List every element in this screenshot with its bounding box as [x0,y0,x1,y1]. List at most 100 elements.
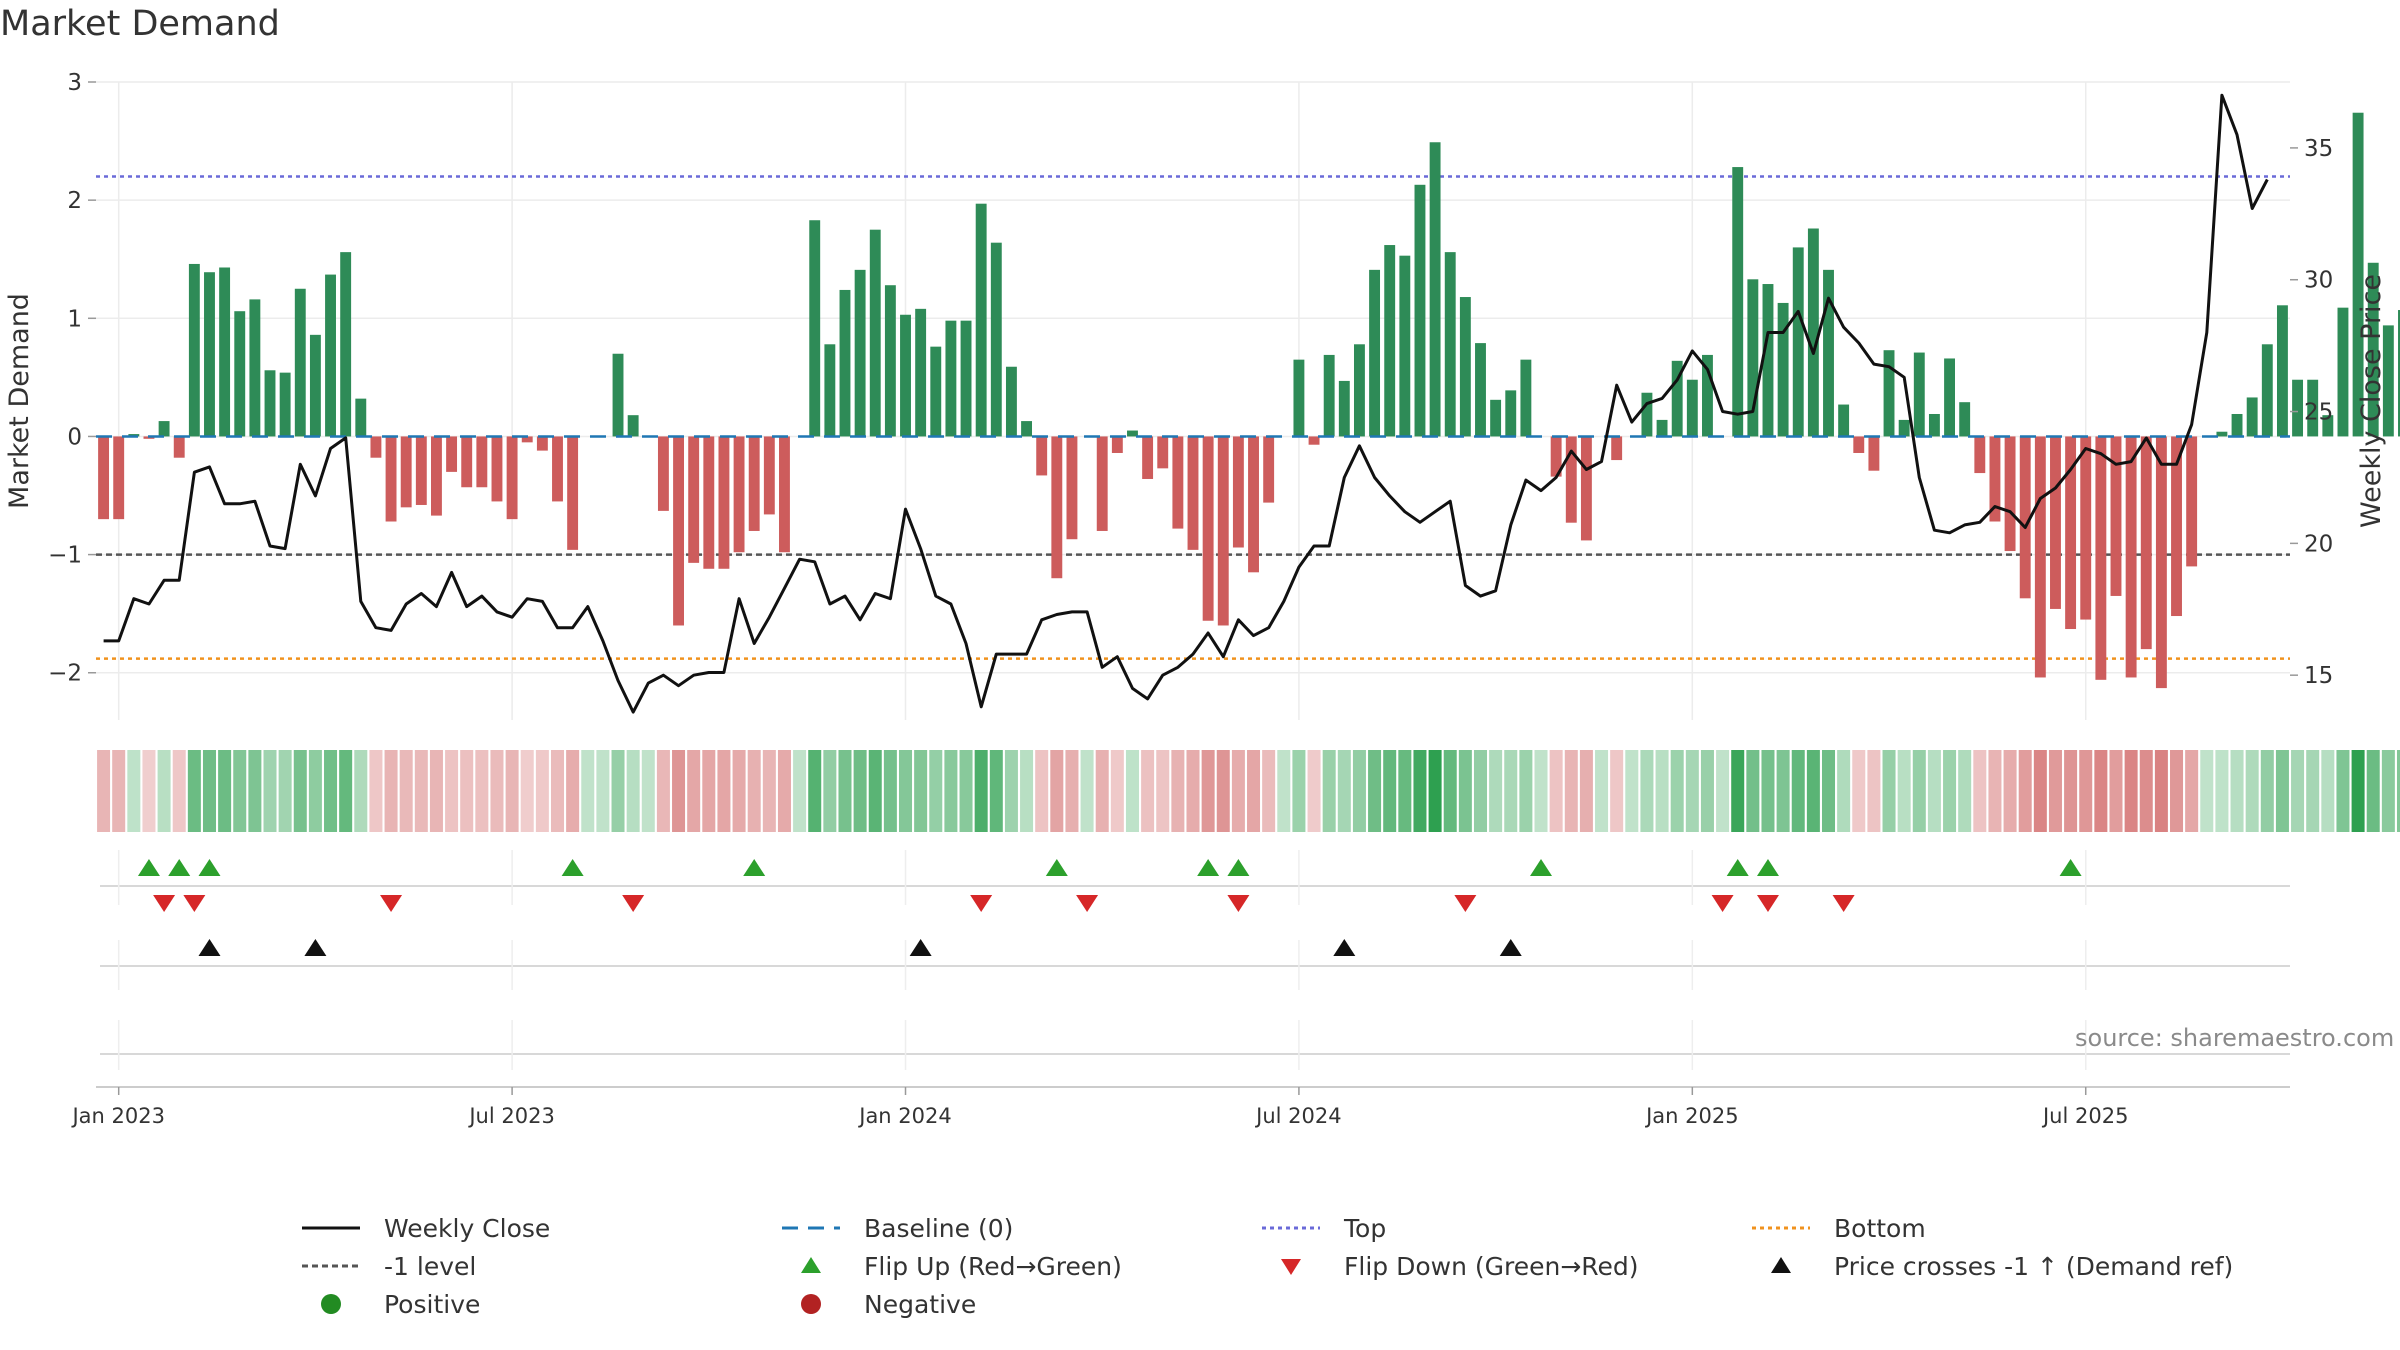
demand-bar-positive [1823,269,1834,437]
demand-bar-negative [2004,436,2016,552]
demand-bar-positive [1399,255,1411,437]
heat-strip-cell [1458,750,1472,832]
legend-label: -1 level [384,1251,477,1281]
demand-bar-positive [930,346,942,437]
heat-strip-cell [596,750,610,832]
heat-strip-cell [308,750,322,832]
demand-bar-negative [688,436,700,563]
heat-strip-cell [1821,750,1836,832]
demand-bar-positive [884,285,896,437]
demand-bar-negative [552,436,563,502]
heat-strip-cell [1398,750,1412,832]
heat-strip-cell [2109,750,2123,832]
demand-bar-negative [446,436,458,472]
cross-marker [909,939,932,956]
demand-bars [96,112,2400,689]
flip-up-marker [561,859,584,876]
heat-strip-cell [1443,750,1457,832]
heat-strip-cell [218,750,232,832]
flip-down-marker [622,895,645,912]
demand-bar-positive [340,252,352,437]
heat-strip-cell [914,750,928,832]
demand-bar-negative [748,436,760,531]
legend-item-baseline: Baseline (0) [780,1210,1013,1246]
demand-bar-negative [1565,436,1577,523]
demand-bar-negative [415,436,427,505]
demand-bar-negative [98,436,110,520]
heat-strip-cell [202,750,216,832]
x-axis: Jan 2023 Jul 2023 Jan 2024 Jul 2024 Jan 2025… [70,1086,2290,1128]
flip-down-marker [1454,895,1477,912]
demand-bar-positive [1293,359,1305,437]
demand-bar-positive [1702,354,1713,437]
heat-strip-cell [641,750,655,832]
demand-bar-positive [2216,431,2228,437]
demand-bar-positive [1671,360,1683,437]
demand-bar-positive [809,220,821,437]
heat-strip-cell [838,750,852,832]
flip-down-marker [153,895,176,912]
triangle-up-icon [801,1257,821,1273]
legend-item-flip-down: Flip Down (Green→Red) [1260,1248,1639,1284]
demand-bar-positive [2246,397,2258,437]
demand-bar-positive [854,269,866,437]
heat-strip-cell [1004,750,1018,832]
demand-bar-negative [400,436,412,508]
demand-bar-negative [1580,436,1592,541]
heat-strip-cell [2048,750,2062,832]
y2-tick-label: 15 [2304,663,2333,689]
flip-up-marker [137,859,160,876]
heat-strip-cell [1564,750,1578,832]
heat-strip-cell [959,750,973,832]
demand-bar-negative [718,436,730,569]
heat-strip-cell [324,750,338,832]
heat-strip-cell [550,750,565,832]
heat-strip-cell [1428,750,1442,832]
heat-strip-cell [1625,750,1639,832]
flip-up-marker [1227,859,1250,876]
heat-strip-cell [808,750,822,832]
demand-bar-negative [2065,436,2077,630]
heat-strip-cell [672,750,686,832]
heat-strip-cell [354,750,368,832]
heat-strip-cell [2033,750,2047,832]
demand-bar-positive [2398,310,2400,437]
legend-label: Price crosses -1 ↑ (Demand ref) [1834,1251,2234,1281]
demand-bar-positive [612,353,624,437]
demand-bar-positive [1414,184,1426,437]
heat-strip-cell [1110,750,1124,832]
heat-strip-cell [717,750,731,832]
demand-bar-negative [461,436,473,488]
heat-strip-cell [1700,750,1714,832]
price-line-group [103,93,2269,714]
heat-strip-cell [97,750,111,832]
circle-icon [801,1294,821,1314]
demand-bar-positive [219,267,231,437]
flip-down-marker [970,895,993,912]
demand-bar-positive [325,274,336,437]
flip-down-marker [1076,895,1099,912]
heat-strip-cell [399,750,413,832]
heat-strip-cell [1352,750,1366,832]
demand-bar-negative [2110,436,2122,596]
legend-item-cross: Price crosses -1 ↑ (Demand ref) [1750,1248,2233,1284]
demand-bar-negative [567,436,579,550]
heat-strip-cell [1867,750,1881,832]
y2-tick-label: 30 [2304,268,2333,294]
demand-bar-positive [1475,343,1486,437]
demand-bar-positive [1913,352,1925,437]
heat-strip-cell [187,750,201,832]
demand-bar-negative [431,436,442,516]
cross-marker [1333,939,1356,956]
demand-bar-positive [990,242,1002,437]
legend-item-bottom: Bottom [1750,1210,1926,1246]
demand-bar-negative [657,436,669,511]
legend-dotted-line-icon [1752,1226,1810,1230]
demand-bar-negative [1868,436,1880,471]
demand-bar-negative [173,436,185,458]
demand-bar-positive [2367,262,2379,437]
demand-bar-negative [763,436,775,515]
heat-strip-cell [732,750,746,832]
cross-markers [100,939,2290,990]
heat-strip-cell [2124,750,2138,832]
